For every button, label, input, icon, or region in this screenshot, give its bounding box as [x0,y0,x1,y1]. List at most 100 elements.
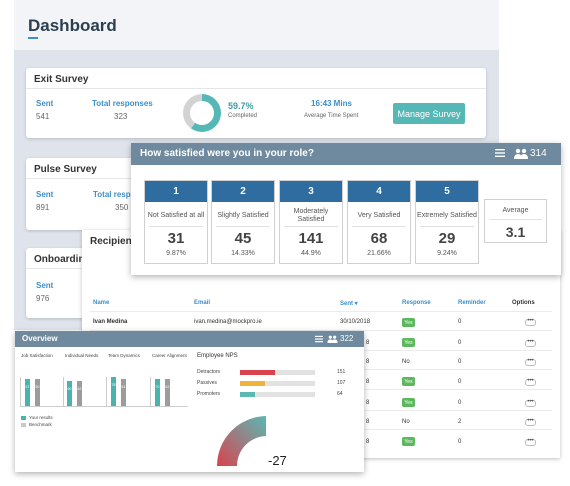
question-text: How satisfied were you in your role? [140,148,314,159]
response-badge: Yes [402,437,415,446]
nps-row-label: Promoters [197,391,221,397]
rating-option-4: 4 Very Satisfied 68 21.66% [347,180,411,264]
reminder-count: 0 [458,319,462,325]
reminder-count: 0 [458,439,462,445]
reminder-count: 2 [458,419,462,425]
column-header-sent[interactable]: Sent ▾ [340,301,358,307]
bar-chart-axis-line [20,377,21,407]
average-divider [489,219,542,220]
response-badge: Yes [402,398,415,407]
total-responses-label: Total responses [92,99,153,108]
recipient-name: Ivan Medina [93,319,128,325]
completed-percent: 59.7% [228,101,254,111]
header-divider [90,311,552,312]
card-divider [26,268,106,269]
row-options-button[interactable]: ••• [525,399,536,407]
option-divider [352,226,406,227]
reminder-count: 0 [458,400,462,406]
nps-bar-track [240,381,315,386]
respondents-icon [327,335,338,343]
dashboard-header [14,0,499,50]
benchmark-bar: 62 [165,379,170,406]
legend-swatch-your-results [21,416,26,420]
rating-option-1: 1 Not Satisfied at all 31 9.87% [144,180,208,264]
sent-value: 541 [36,112,50,121]
rating-option-2: 2 Slightly Satisfied 45 14.33% [211,180,275,264]
option-divider [216,226,270,227]
benchmark-bar: 50 [35,379,40,406]
rating-number: 1 [145,181,207,202]
rating-count: 31 [167,230,185,247]
list-view-icon[interactable] [315,335,323,343]
recipient-email: ivan.medina@mockpro.ie [194,319,262,325]
average-label: Average [502,207,529,214]
column-header-response[interactable]: Response [402,300,431,306]
recipient-sent-date: 8 [366,359,370,365]
row-options-button[interactable]: ••• [525,378,536,386]
popup-header: How satisfied were you in your role? 314 [131,143,561,165]
row-options-button[interactable]: ••• [525,358,536,366]
column-header-reminder[interactable]: Reminder [458,300,486,306]
legend-label-benchmark: Benchmark [29,422,52,427]
rating-percent: 14.33% [231,250,255,257]
nps-title: Employee NPS [197,353,238,359]
average-time-label: Average Time Spent [304,113,359,119]
bar-chart-axis-line [150,377,151,407]
category-label: Individual Needs [65,353,99,358]
category-label: Career Alignment [152,353,187,358]
recipient-sent-date: 8 [366,340,370,346]
overview-panel: Overview 322 Job Satisfaction Individual… [15,331,364,472]
list-view-icon[interactable] [495,148,505,158]
row-options-button[interactable]: ••• [525,418,536,426]
reminder-count: 0 [458,359,462,365]
row-options-button[interactable]: ••• [525,318,536,326]
response-badge: Yes [402,377,415,386]
rating-percent: 9.24% [437,250,457,257]
recipient-sent-date: 8 [366,439,370,445]
rating-label: Moderately Satisfied [293,207,329,224]
sent-label: Sent [36,281,54,290]
rating-option-5: 5 Extremely Satisfied 29 9.24% [415,180,479,264]
total-responses-value: 350 [115,203,129,212]
page-title: Dashboard [28,16,117,35]
rating-number: 3 [280,181,342,202]
bar-chart-axis-line [63,377,64,407]
nps-score: -27 [268,453,287,468]
column-header-email[interactable]: Email [194,300,211,306]
column-header-name[interactable]: Name [93,300,110,306]
rating-label: Very Satisfied [357,211,401,219]
rating-label: Slightly Satisfied [217,211,269,219]
row-divider [90,330,552,331]
legend-swatch-benchmark [21,423,26,427]
rating-percent: 21.66% [367,250,391,257]
completed-label: Completed [228,113,258,119]
benchmark-bar: 61 [121,379,126,406]
nps-row-label: Passives [197,380,218,386]
rating-number: 5 [416,181,478,202]
manage-survey-button[interactable]: Manage Survey [393,103,465,124]
sent-label: Sent [36,190,54,199]
nps-row-value: 107 [337,380,346,386]
legend-label-your-results: Your results [29,415,53,420]
row-options-button[interactable]: ••• [525,339,536,347]
overview-header: Overview 322 [15,331,364,347]
option-divider [284,226,338,227]
average-value: 3.1 [505,224,526,240]
card-divider [26,88,486,89]
nps-bar-track [240,370,315,375]
your-results-bar: 60 [67,381,72,406]
rating-percent: 44.9% [301,250,321,257]
recipient-sent-date: 30/10/2018 [340,319,371,325]
donut-hole [190,101,214,125]
respondents-count: 314 [530,148,547,159]
rating-option-3: 3 Moderately Satisfied 141 44.9% [279,180,343,264]
completion-donut-chart [183,94,221,132]
reminder-count: 0 [458,379,462,385]
row-options-button[interactable]: ••• [525,438,536,446]
rating-count: 68 [370,230,388,247]
nps-bar-fill [240,381,265,386]
recipient-sent-date: 8 [366,400,370,406]
nps-row-label: Detractors [197,369,221,375]
question-results-popup: How satisfied were you in your role? 314… [131,143,561,275]
rating-label: Extremely Satisfied [417,211,477,219]
